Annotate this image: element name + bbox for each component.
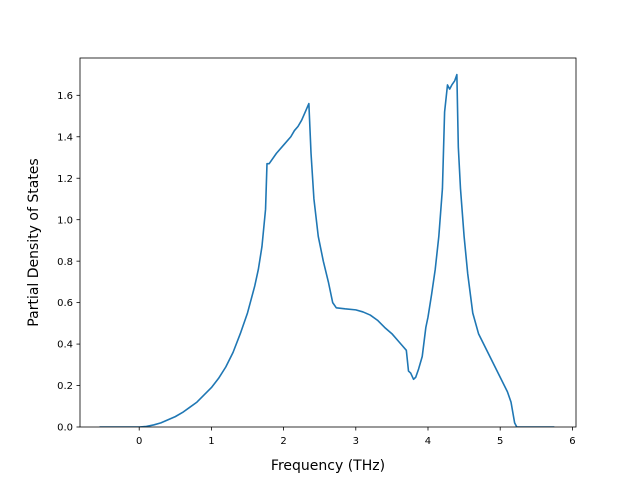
y-tick-label: 1.0 [57, 215, 73, 226]
x-tick-label: 3 [353, 436, 359, 447]
y-tick-label: 1.4 [57, 132, 73, 143]
y-axis-label: Partial Density of States [26, 158, 42, 326]
x-tick-label: 2 [280, 436, 286, 447]
x-tick-label: 0 [136, 436, 142, 447]
series-layer [99, 73, 555, 427]
plot-frame [79, 57, 577, 428]
series-line [99, 73, 555, 427]
x-tick-label: 1 [208, 436, 214, 447]
y-tick-label: 1.6 [57, 91, 73, 102]
x-tick-label: 5 [497, 436, 503, 447]
y-tick-label: 0.8 [57, 257, 73, 268]
ticks-layer: 0 1 2 3 4 5 6 0.0 0.2 0.4 0.6 0.8 1.0 1.2 1.4 1.6 [57, 91, 575, 447]
y-tick-label: 0.4 [57, 340, 73, 351]
y-tick-label: 0.6 [57, 298, 73, 309]
x-axis-label: Frequency (THz) [271, 458, 385, 474]
x-tick-label: 4 [425, 436, 431, 447]
y-tick-label: 0.2 [57, 381, 73, 392]
x-tick-label: 6 [569, 436, 575, 447]
y-tick-label: 1.2 [57, 174, 73, 185]
y-tick-label: 0.0 [57, 423, 73, 434]
